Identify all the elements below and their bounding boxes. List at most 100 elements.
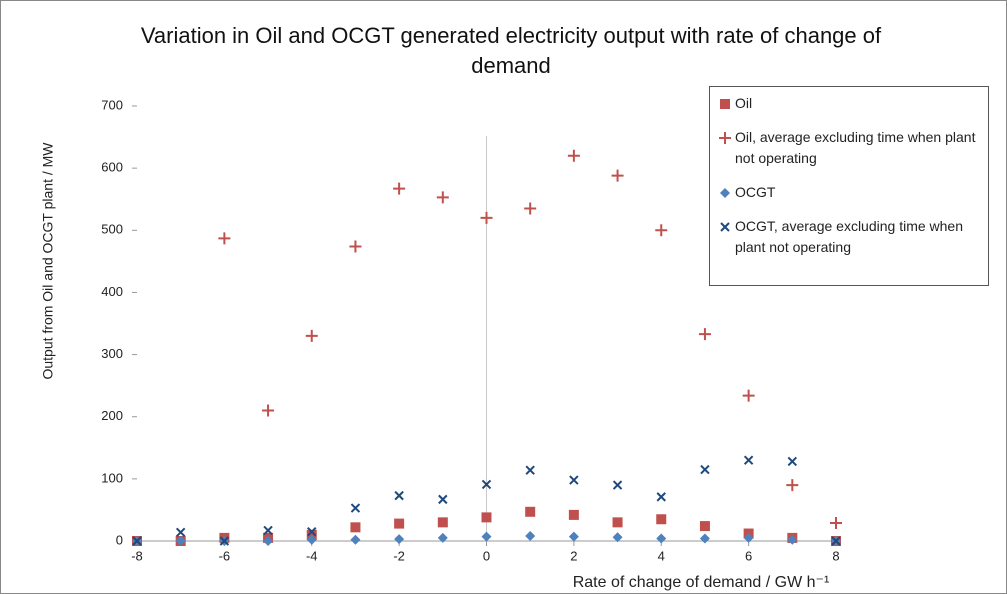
point <box>132 536 142 546</box>
point <box>394 490 404 501</box>
y-tick-label: 300 <box>101 346 123 361</box>
marker <box>437 517 448 528</box>
point <box>350 522 361 533</box>
point <box>568 509 579 520</box>
marker <box>567 149 580 162</box>
marker <box>699 533 710 544</box>
point <box>786 479 799 492</box>
marker <box>437 532 448 543</box>
marker <box>305 329 318 342</box>
point <box>568 531 579 542</box>
marker <box>569 475 579 485</box>
point <box>698 328 711 341</box>
point <box>307 526 317 537</box>
point <box>720 222 730 232</box>
point <box>524 202 537 215</box>
point <box>742 389 755 402</box>
x-tick-label: 4 <box>658 548 665 563</box>
marker <box>349 240 362 253</box>
legend: Oil Oil, average excluding time when plan… <box>709 86 989 286</box>
marker <box>393 182 406 195</box>
point <box>263 525 273 536</box>
point <box>612 532 623 543</box>
marker <box>218 232 231 245</box>
point <box>481 512 492 523</box>
marker <box>525 506 536 517</box>
legend-marker <box>720 188 730 198</box>
legend-item: Oil, average excluding time when plant n… <box>718 127 980 169</box>
point <box>436 191 449 204</box>
legend-marker <box>719 132 731 144</box>
legend-marker <box>720 99 730 109</box>
point <box>394 534 405 545</box>
y-axis-label: Output from Oil and OCGT plant / MW <box>40 142 56 380</box>
legend-marker <box>720 222 730 232</box>
y-tick-label: 200 <box>101 408 123 423</box>
point <box>699 521 710 532</box>
chart-title: Variation in Oil and OCGT generated elec… <box>140 23 882 78</box>
marker <box>787 534 798 545</box>
marker <box>175 536 186 546</box>
marker <box>263 525 273 536</box>
point <box>569 475 579 485</box>
marker <box>262 404 275 417</box>
marker <box>524 202 537 215</box>
marker <box>394 490 404 501</box>
legend-label: OCGT, average excluding time when plant … <box>735 218 963 255</box>
marker <box>831 536 841 546</box>
point <box>699 533 710 544</box>
y-tick-label: 100 <box>101 470 123 485</box>
marker <box>306 534 317 545</box>
point <box>611 169 624 182</box>
y-tick-label: 0 <box>116 532 123 547</box>
point <box>218 232 231 245</box>
marker <box>350 534 361 545</box>
point <box>306 534 317 545</box>
x-tick-label: -6 <box>219 548 231 563</box>
point <box>830 516 842 529</box>
point <box>437 532 448 543</box>
marker <box>438 494 448 505</box>
marker <box>219 536 230 546</box>
point <box>394 518 405 529</box>
y-tick-label: 400 <box>101 284 123 299</box>
point <box>700 464 710 475</box>
marker <box>743 532 754 543</box>
point <box>305 329 318 342</box>
point <box>787 456 798 467</box>
x-tick-label: -2 <box>393 548 405 563</box>
x-tick-label: -8 <box>131 548 143 563</box>
marker <box>480 211 493 224</box>
legend-item: Oil <box>718 93 980 114</box>
x-tick-label: -4 <box>306 548 318 563</box>
marker <box>612 517 623 528</box>
x-tick-label: 2 <box>570 548 577 563</box>
marker <box>394 518 405 529</box>
point <box>263 536 274 546</box>
marker <box>350 503 361 513</box>
point <box>393 182 406 195</box>
marker <box>394 534 405 545</box>
marker <box>568 531 579 542</box>
x-tick-label: 6 <box>745 548 752 563</box>
marker <box>742 389 755 402</box>
marker <box>720 222 730 232</box>
marker <box>481 512 492 523</box>
legend-item: OCGT, average excluding time when plant … <box>718 216 980 258</box>
point <box>656 492 666 502</box>
point <box>175 527 186 538</box>
marker <box>525 531 536 542</box>
point <box>719 132 731 144</box>
point <box>612 517 623 528</box>
point <box>525 465 535 475</box>
marker <box>436 191 449 204</box>
marker <box>699 521 710 532</box>
marker <box>612 480 623 490</box>
x-tick-label: 8 <box>832 548 839 563</box>
marker <box>700 464 710 475</box>
marker <box>830 516 842 529</box>
marker <box>719 132 731 144</box>
marker <box>307 526 317 537</box>
marker <box>743 455 754 465</box>
